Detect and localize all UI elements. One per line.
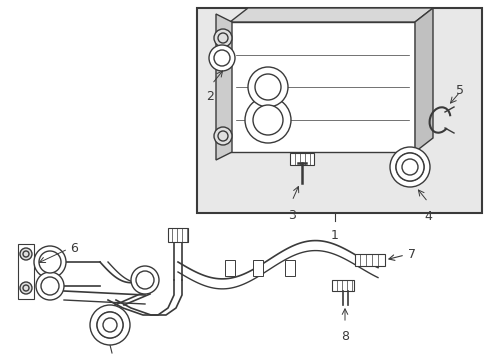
Circle shape	[214, 127, 231, 145]
Text: 6: 6	[70, 242, 78, 255]
Circle shape	[97, 312, 123, 338]
Text: 4: 4	[423, 210, 431, 223]
Polygon shape	[229, 8, 432, 22]
Bar	[197, 8, 481, 213]
Circle shape	[39, 251, 61, 273]
Circle shape	[247, 67, 287, 107]
Circle shape	[214, 50, 229, 66]
Text: 5: 5	[455, 84, 463, 97]
Text: 7: 7	[407, 248, 415, 261]
Circle shape	[395, 153, 423, 181]
Circle shape	[23, 285, 29, 291]
Circle shape	[36, 272, 64, 300]
Bar	[18, 244, 34, 299]
Circle shape	[20, 248, 32, 260]
Bar	[224, 260, 235, 276]
Bar	[168, 228, 187, 242]
Circle shape	[208, 45, 235, 71]
Circle shape	[218, 131, 227, 141]
Circle shape	[395, 153, 423, 181]
Bar	[252, 260, 263, 276]
Bar	[229, 22, 414, 152]
Circle shape	[131, 266, 159, 294]
Circle shape	[97, 312, 123, 338]
Circle shape	[389, 147, 429, 187]
Circle shape	[20, 282, 32, 294]
Circle shape	[34, 246, 66, 278]
Polygon shape	[216, 14, 231, 160]
Circle shape	[244, 97, 290, 143]
Circle shape	[252, 105, 283, 135]
Text: 3: 3	[287, 209, 295, 222]
Circle shape	[90, 305, 130, 345]
Polygon shape	[414, 8, 432, 152]
Text: 8: 8	[340, 330, 348, 343]
Circle shape	[41, 277, 59, 295]
Bar	[331, 280, 353, 291]
Bar	[354, 254, 384, 266]
Circle shape	[254, 74, 281, 100]
Circle shape	[136, 271, 154, 289]
Bar	[289, 153, 313, 165]
Bar	[285, 260, 294, 276]
Text: 2: 2	[205, 90, 214, 103]
Circle shape	[214, 29, 231, 47]
Circle shape	[23, 251, 29, 257]
Circle shape	[401, 159, 417, 175]
Circle shape	[103, 318, 117, 332]
Text: 1: 1	[330, 229, 338, 242]
Circle shape	[218, 33, 227, 43]
